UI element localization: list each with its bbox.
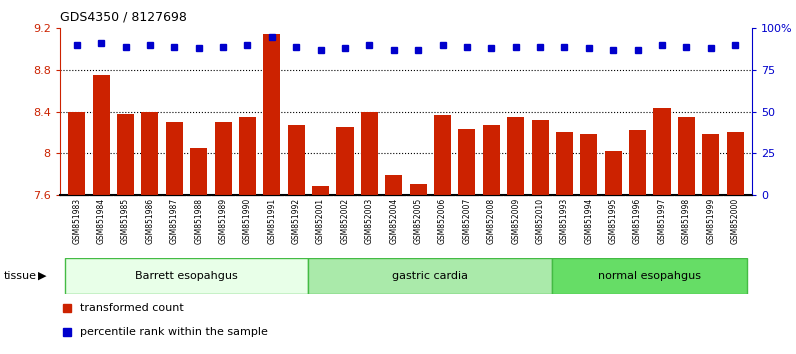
Text: GSM852010: GSM852010 <box>536 198 544 244</box>
Bar <box>629 130 646 195</box>
Text: GSM851989: GSM851989 <box>219 198 228 244</box>
Text: GSM852006: GSM852006 <box>438 198 447 244</box>
Bar <box>239 117 256 195</box>
Bar <box>142 112 158 195</box>
Text: GSM851996: GSM851996 <box>633 198 642 244</box>
Text: GSM852008: GSM852008 <box>487 198 496 244</box>
Bar <box>64 258 308 294</box>
Text: GSM851991: GSM851991 <box>267 198 276 244</box>
Bar <box>434 115 451 195</box>
Text: GSM851999: GSM851999 <box>706 198 716 244</box>
Text: GSM852003: GSM852003 <box>365 198 374 244</box>
Text: GSM851988: GSM851988 <box>194 198 203 244</box>
Text: GSM851983: GSM851983 <box>72 198 81 244</box>
Bar <box>410 184 427 195</box>
Text: GSM851994: GSM851994 <box>584 198 593 244</box>
Bar <box>337 127 353 195</box>
Text: GSM852002: GSM852002 <box>341 198 349 244</box>
Bar <box>92 75 110 195</box>
Bar <box>702 135 720 195</box>
Bar <box>678 117 695 195</box>
Bar <box>166 122 183 195</box>
Text: GSM852005: GSM852005 <box>414 198 423 244</box>
Bar <box>117 114 134 195</box>
Text: GSM852007: GSM852007 <box>462 198 471 244</box>
Text: GSM851990: GSM851990 <box>243 198 252 244</box>
Bar <box>482 125 500 195</box>
Text: GSM851997: GSM851997 <box>657 198 666 244</box>
Bar <box>308 258 552 294</box>
Text: Barrett esopahgus: Barrett esopahgus <box>135 271 238 281</box>
Text: GSM852004: GSM852004 <box>389 198 398 244</box>
Text: GSM852001: GSM852001 <box>316 198 325 244</box>
Bar <box>312 187 330 195</box>
Bar <box>507 117 525 195</box>
Text: percentile rank within the sample: percentile rank within the sample <box>80 327 268 337</box>
Text: GSM851986: GSM851986 <box>146 198 154 244</box>
Bar <box>556 132 573 195</box>
Bar <box>727 132 743 195</box>
Text: GDS4350 / 8127698: GDS4350 / 8127698 <box>60 11 186 24</box>
Text: GSM852000: GSM852000 <box>731 198 739 244</box>
Bar <box>580 135 597 195</box>
Bar <box>361 112 378 195</box>
Text: tissue: tissue <box>4 271 37 281</box>
Bar <box>532 120 548 195</box>
Bar <box>263 34 280 195</box>
Bar <box>68 112 85 195</box>
Text: GSM851984: GSM851984 <box>96 198 106 244</box>
Text: GSM851995: GSM851995 <box>609 198 618 244</box>
Bar <box>190 148 207 195</box>
Text: gastric cardia: gastric cardia <box>392 271 468 281</box>
Bar <box>385 175 402 195</box>
Text: GSM851985: GSM851985 <box>121 198 130 244</box>
Bar <box>654 108 670 195</box>
Text: GSM851998: GSM851998 <box>682 198 691 244</box>
Text: ▶: ▶ <box>38 271 47 281</box>
Text: transformed count: transformed count <box>80 303 184 313</box>
Text: GSM851992: GSM851992 <box>291 198 301 244</box>
Text: GSM851987: GSM851987 <box>170 198 179 244</box>
Text: GSM852009: GSM852009 <box>511 198 521 244</box>
Text: normal esopahgus: normal esopahgus <box>599 271 701 281</box>
Bar <box>552 258 747 294</box>
Bar <box>605 151 622 195</box>
Bar <box>287 125 305 195</box>
Text: GSM851993: GSM851993 <box>560 198 569 244</box>
Bar <box>215 122 232 195</box>
Bar <box>458 129 475 195</box>
